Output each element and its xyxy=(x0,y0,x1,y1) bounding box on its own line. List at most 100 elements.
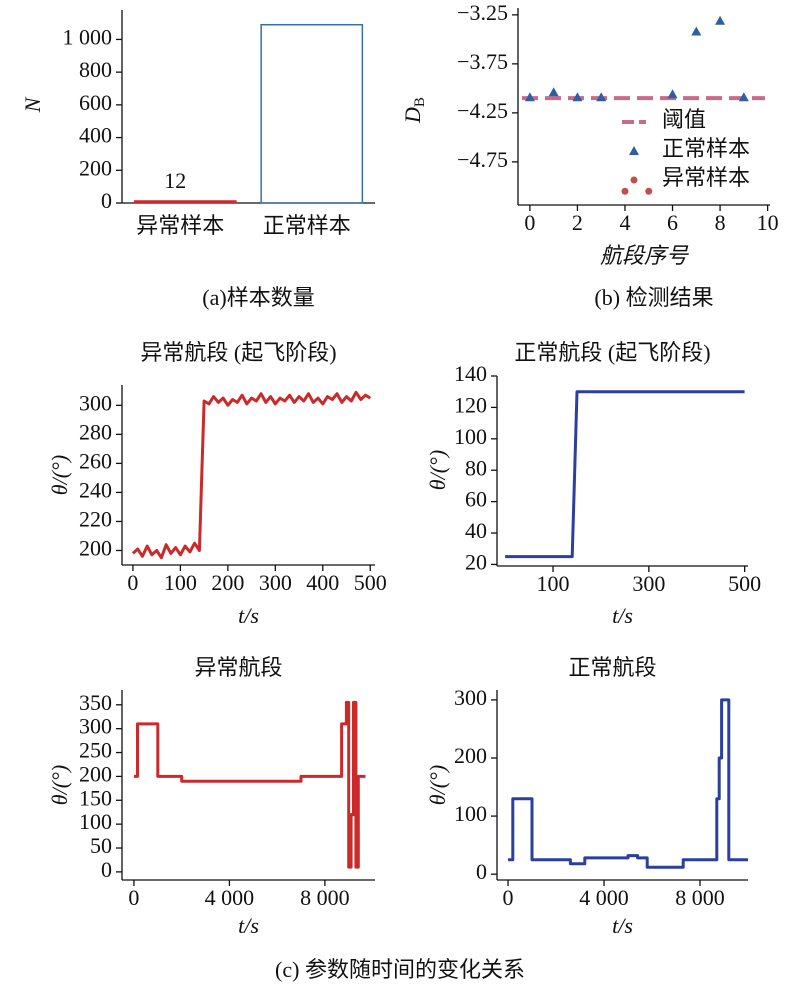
y-tick-label: 300 xyxy=(79,714,112,739)
x-tick-label: 300 xyxy=(259,570,292,595)
point xyxy=(596,92,607,102)
chart-caption: (b) 检测结果 xyxy=(594,285,713,310)
y-tick-label: 0 xyxy=(101,188,112,213)
x-tick-label: 2 xyxy=(572,210,583,235)
y-tick-label: 100 xyxy=(454,424,487,449)
y-tick-label: 0 xyxy=(476,859,487,884)
y-tick-label: 240 xyxy=(79,477,112,502)
y-tick-label: 300 xyxy=(454,685,487,710)
x-tick-label: 异常样本 xyxy=(136,213,224,238)
y-tick-label: 300 xyxy=(79,390,112,415)
legend-label: 阈值 xyxy=(662,107,706,132)
x-axis-label: t/s xyxy=(238,603,259,628)
y-tick-label: −3.25 xyxy=(457,0,508,25)
x-tick-label: 100 xyxy=(537,571,570,596)
y-tick-label: 60 xyxy=(465,487,487,512)
y-tick-label: 50 xyxy=(90,833,112,858)
y-tick-label: 20 xyxy=(465,549,487,574)
legend-label: 正常样本 xyxy=(662,136,750,161)
point xyxy=(691,26,702,36)
y-tick-label: 120 xyxy=(454,392,487,417)
figure-caption: (c) 参数随时间的变化关系 xyxy=(275,957,525,982)
y-axis-label-sub: B xyxy=(412,97,428,107)
y-tick-label: 200 xyxy=(79,761,112,786)
x-tick-label: 4 xyxy=(619,210,630,235)
y-tick-label: 140 xyxy=(454,361,487,386)
x-tick-label: 300 xyxy=(632,571,665,596)
y-tick-label: 350 xyxy=(79,690,112,715)
y-tick-label: 220 xyxy=(79,506,112,531)
bar xyxy=(133,200,237,204)
x-tick-label: 400 xyxy=(306,570,339,595)
chart-caption: (a)样本数量 xyxy=(202,285,314,310)
y-tick-label: 200 xyxy=(79,155,112,180)
y-tick-label: 100 xyxy=(454,801,487,826)
y-tick-label: −4.75 xyxy=(457,147,508,172)
chart-title: 异常航段 xyxy=(194,655,282,680)
data-label: 12 xyxy=(164,168,186,193)
x-tick-label: 0 xyxy=(524,210,535,235)
x-tick-label: 200 xyxy=(211,570,244,595)
y-axis-label: θ/(°) xyxy=(425,765,450,805)
legend-swatch xyxy=(630,176,638,184)
y-tick-label: 250 xyxy=(79,738,112,763)
point xyxy=(667,89,678,99)
x-tick-label: 0 xyxy=(503,885,514,910)
chart-title: 正常航段 xyxy=(568,655,656,680)
y-tick-label: 1 000 xyxy=(63,24,113,49)
x-tick-label: 100 xyxy=(164,570,197,595)
y-axis-label: θ/(°) xyxy=(425,450,450,490)
point xyxy=(715,15,726,25)
legend-label: 异常样本 xyxy=(662,165,750,190)
point xyxy=(572,92,583,102)
y-tick-label: 260 xyxy=(79,448,112,473)
x-tick-label: 8 000 xyxy=(300,885,350,910)
point xyxy=(738,92,749,102)
x-tick-label: 0 xyxy=(127,570,138,595)
y-tick-label: 200 xyxy=(454,743,487,768)
line xyxy=(131,390,372,560)
y-tick-label: −4.25 xyxy=(457,98,508,123)
y-axis-label: DB xyxy=(400,97,428,124)
x-tick-label: 8 xyxy=(715,210,726,235)
y-tick-label: 280 xyxy=(79,419,112,444)
bar xyxy=(260,23,364,204)
x-tick-label: 正常样本 xyxy=(263,213,351,238)
x-tick-label: 500 xyxy=(354,570,387,595)
x-tick-label: 4 000 xyxy=(205,885,255,910)
y-tick-label: 80 xyxy=(465,455,487,480)
x-axis-label: 航段序号 xyxy=(600,243,689,268)
y-tick-label: −3.75 xyxy=(457,49,508,74)
y-tick-label: 0 xyxy=(101,857,112,882)
line xyxy=(505,390,745,559)
x-tick-label: 8 000 xyxy=(675,885,725,910)
y-axis-label: θ/(°) xyxy=(47,455,72,495)
y-axis-label-main: D xyxy=(400,107,425,124)
y-tick-label: 40 xyxy=(465,518,487,543)
legend-swatch xyxy=(629,146,639,155)
y-tick-label: 400 xyxy=(79,123,112,148)
x-tick-label: 4 000 xyxy=(579,885,629,910)
chart-title: 异常航段 (起飞阶段) xyxy=(140,340,336,365)
y-tick-label: 800 xyxy=(79,57,112,82)
x-axis-label: t/s xyxy=(238,913,259,938)
x-tick-label: 6 xyxy=(667,210,678,235)
x-axis-label: t/s xyxy=(612,603,633,628)
line xyxy=(508,698,748,869)
y-tick-label: 200 xyxy=(79,536,112,561)
point xyxy=(621,187,629,195)
x-tick-label: 10 xyxy=(757,210,779,235)
line xyxy=(133,700,366,869)
chart-title: 正常航段 (起飞阶段) xyxy=(514,340,710,365)
x-tick-label: 500 xyxy=(728,571,761,596)
y-axis-label: θ/(°) xyxy=(47,765,72,805)
point xyxy=(645,187,653,195)
point xyxy=(524,92,535,102)
y-axis-label: N xyxy=(20,96,45,113)
y-tick-label: 100 xyxy=(79,809,112,834)
x-axis-label: t/s xyxy=(612,913,633,938)
y-tick-label: 600 xyxy=(79,90,112,115)
y-tick-label: 150 xyxy=(79,785,112,810)
point xyxy=(548,87,559,97)
